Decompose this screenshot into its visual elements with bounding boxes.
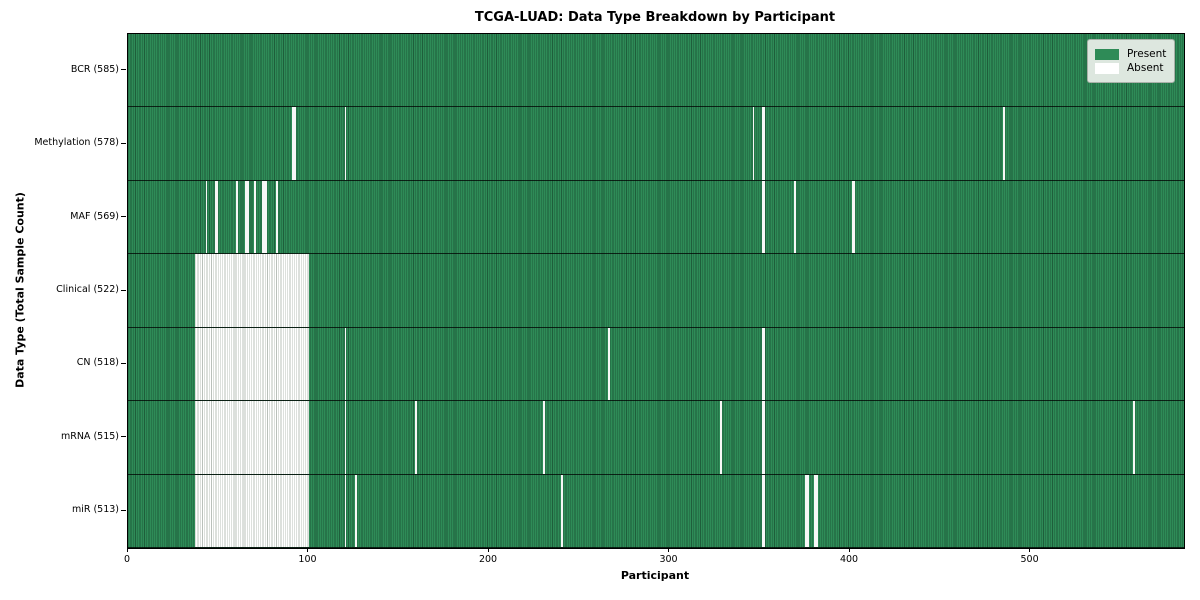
y-tick-mark <box>121 216 126 218</box>
absent-stripe <box>344 107 347 180</box>
absent-stripe <box>194 254 309 327</box>
absent-stripe <box>813 474 818 547</box>
absent-stripe <box>761 474 766 547</box>
y-tick-label-mRNA: mRNA (515) <box>60 430 119 442</box>
absent-stripe <box>344 327 347 401</box>
y-tick-label-CN: CN (518) <box>76 357 119 369</box>
heatmap-row-CN <box>128 327 1184 402</box>
x-tick-mark <box>668 548 670 552</box>
x-tick-mark <box>487 548 489 552</box>
absent-stripe <box>794 180 796 254</box>
y-tick-label-Methylation: Methylation (578) <box>34 137 119 149</box>
absent-stripe <box>292 107 296 180</box>
x-tick-mark <box>126 548 128 552</box>
heatmap-row-Clinical <box>128 254 1184 328</box>
x-tick-label-100: 100 <box>298 554 317 565</box>
y-tick-mark <box>121 362 126 364</box>
absent-stripe <box>1003 107 1006 180</box>
absent-stripe <box>761 401 766 474</box>
x-tick-label-300: 300 <box>659 554 678 565</box>
heatmap-row-mRNA <box>128 401 1184 475</box>
y-tick-label-miR: miR (513) <box>71 504 119 516</box>
absent-stripe <box>561 474 564 547</box>
absent-stripe <box>344 474 347 547</box>
absent-stripe <box>194 474 309 547</box>
y-tick-mark <box>121 509 126 511</box>
y-tick-mark <box>121 289 126 291</box>
absent-stripe <box>415 401 417 474</box>
x-tick-label-200: 200 <box>478 554 498 565</box>
absent-swatch <box>1095 62 1119 74</box>
absent-stripe <box>261 180 267 254</box>
absent-stripe <box>194 401 309 474</box>
absent-stripe <box>608 327 610 401</box>
absent-stripe <box>276 180 278 254</box>
legend-present-label: Present <box>1127 48 1167 60</box>
heatmap-row-miR <box>128 474 1184 548</box>
heatmap-row-Methylation <box>128 107 1184 181</box>
x-tick-label-500: 500 <box>1020 554 1039 565</box>
absent-stripe <box>194 327 309 401</box>
y-tick-mark <box>121 436 126 438</box>
absent-stripe <box>720 401 722 474</box>
absent-stripe <box>761 107 766 180</box>
heatmap-row-MAF <box>128 180 1184 255</box>
absent-stripe <box>236 180 239 254</box>
absent-stripe <box>1133 401 1136 474</box>
x-tick-mark <box>1029 548 1031 552</box>
x-tick-label-0: 0 <box>123 554 131 565</box>
absent-stripe <box>761 327 766 401</box>
y-tick-mark <box>121 142 126 144</box>
x-tick-label-400: 400 <box>839 554 859 565</box>
x-axis-label: Participant <box>620 569 690 582</box>
absent-stripe <box>355 474 358 547</box>
absent-stripe <box>761 180 766 254</box>
legend-absent-label: Absent <box>1127 62 1164 74</box>
legend-item-present: Present <box>1095 48 1166 60</box>
absent-stripe <box>804 474 809 547</box>
y-tick-mark <box>121 69 126 71</box>
y-tick-label-Clinical: Clinical (522) <box>56 284 119 295</box>
legend: Present Absent <box>1087 39 1175 83</box>
y-tick-label-MAF: MAF (569) <box>70 210 119 222</box>
present-swatch <box>1095 48 1119 60</box>
absent-stripe <box>205 180 208 254</box>
absent-stripe <box>245 180 249 254</box>
legend-item-absent: Absent <box>1095 62 1166 74</box>
absent-stripe <box>344 401 347 474</box>
absent-stripe <box>254 180 257 254</box>
absent-stripe <box>851 180 856 254</box>
x-tick-mark <box>307 548 308 552</box>
absent-stripe <box>214 180 219 254</box>
x-tick-mark <box>848 548 850 552</box>
y-tick-label-BCR: BCR (585) <box>70 63 119 75</box>
absent-stripe <box>543 401 545 474</box>
chart-title: TCGA-LUAD: Data Type Breakdown by Partic… <box>474 10 836 25</box>
heatmap-row-BCR <box>128 34 1184 108</box>
absent-stripe <box>752 107 755 180</box>
plot-area: Present Absent <box>127 33 1185 549</box>
